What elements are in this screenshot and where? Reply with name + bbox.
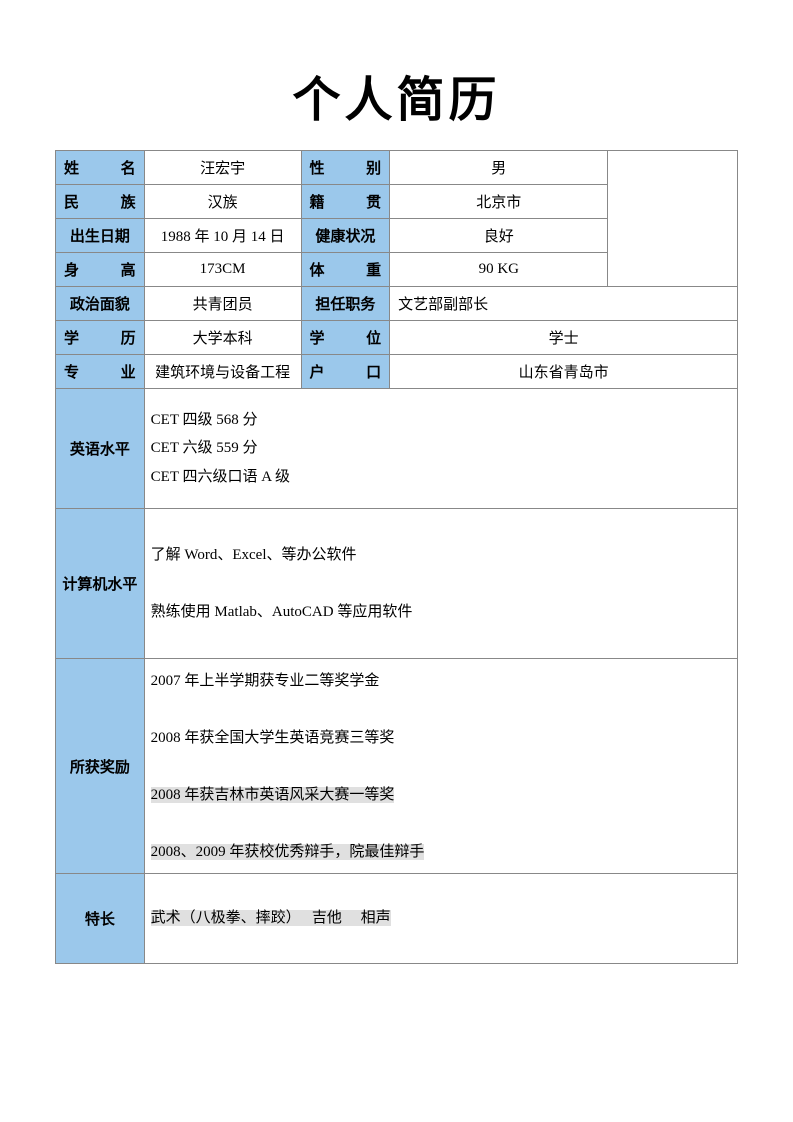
label-computer: 计算机水平: [56, 509, 145, 659]
value-specialty: 武术（八极拳、摔跤） 吉他 相声: [144, 873, 737, 963]
value-gender: 男: [390, 151, 608, 185]
label-education: 学 历: [56, 321, 145, 355]
label-health: 健康状况: [301, 219, 390, 253]
awards-line-3: 2008 年获吉林市英语风采大赛一等奖: [151, 787, 395, 803]
label-name: 姓 名: [56, 151, 145, 185]
label-position: 担任职务: [301, 287, 390, 321]
value-weight: 90 KG: [390, 253, 608, 287]
computer-line-2: 熟练使用 Matlab、AutoCAD 等应用软件: [151, 604, 413, 620]
value-major: 建筑环境与设备工程: [144, 355, 301, 389]
label-hukou: 户 口: [301, 355, 390, 389]
awards-line-2: 2008 年获全国大学生英语竞赛三等奖: [151, 730, 395, 746]
value-native-place: 北京市: [390, 185, 608, 219]
value-height: 173CM: [144, 253, 301, 287]
value-computer: 了解 Word、Excel、等办公软件 熟练使用 Matlab、AutoCAD …: [144, 509, 737, 659]
label-degree: 学 位: [301, 321, 390, 355]
label-gender: 性 别: [301, 151, 390, 185]
value-english: CET 四级 568 分 CET 六级 559 分 CET 四六级口语 A 级: [144, 389, 737, 509]
label-specialty: 特长: [56, 873, 145, 963]
awards-line-1: 2007 年上半学期获专业二等奖学金: [151, 673, 380, 689]
computer-line-1: 了解 Word、Excel、等办公软件: [151, 547, 357, 563]
value-political: 共青团员: [144, 287, 301, 321]
label-ethnicity: 民 族: [56, 185, 145, 219]
label-weight: 体 重: [301, 253, 390, 287]
label-native-place: 籍 贯: [301, 185, 390, 219]
value-position: 文艺部副部长: [390, 287, 738, 321]
label-english: 英语水平: [56, 389, 145, 509]
value-health: 良好: [390, 219, 608, 253]
resume-table: 姓 名 汪宏宇 性 别 男 民 族 汉族 籍 贯 北京市 出生日期 1988 年…: [55, 150, 738, 964]
label-birth-date: 出生日期: [56, 219, 145, 253]
label-height: 身 高: [56, 253, 145, 287]
value-name: 汪宏宇: [144, 151, 301, 185]
awards-line-4: 2008、2009 年获校优秀辩手，院最佳辩手: [151, 844, 425, 860]
label-political: 政治面貌: [56, 287, 145, 321]
english-line-3: CET 四六级口语 A 级: [151, 469, 290, 485]
value-birth-date: 1988 年 10 月 14 日: [144, 219, 301, 253]
label-major: 专 业: [56, 355, 145, 389]
value-education: 大学本科: [144, 321, 301, 355]
value-degree: 学士: [390, 321, 738, 355]
value-awards: 2007 年上半学期获专业二等奖学金 2008 年获全国大学生英语竞赛三等奖 2…: [144, 659, 737, 874]
value-ethnicity: 汉族: [144, 185, 301, 219]
english-line-2: CET 六级 559 分: [151, 440, 258, 456]
page-title: 个人简历: [55, 60, 738, 130]
value-hukou: 山东省青岛市: [390, 355, 738, 389]
photo-cell: [608, 151, 738, 287]
label-awards: 所获奖励: [56, 659, 145, 874]
english-line-1: CET 四级 568 分: [151, 412, 258, 428]
specialty-text: 武术（八极拳、摔跤） 吉他 相声: [151, 910, 391, 926]
